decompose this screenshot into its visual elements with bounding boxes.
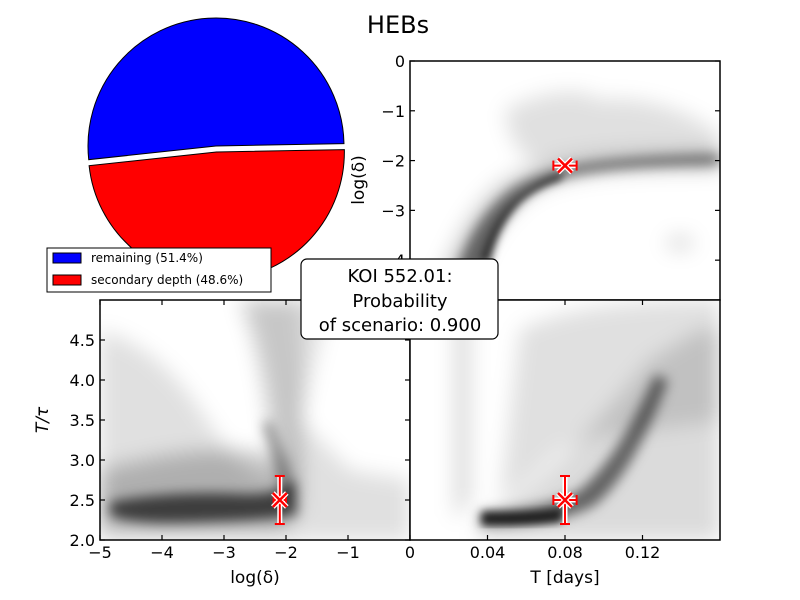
x-br-tick-label: 0.08: [547, 543, 583, 562]
scenario-annotation: KOI 552.01: Probability of scenario: 0.9…: [300, 258, 499, 340]
y-tr-tick-label: −2: [381, 152, 405, 171]
marker-x-symbol: [271, 492, 288, 508]
y-bl-tick-label: 3.5: [70, 411, 95, 430]
y-tr-tick-label: 0: [395, 52, 405, 71]
y-bl-tick-label: 4.0: [70, 371, 95, 390]
y-tr-tick-label: −1: [381, 102, 405, 121]
panel-bottom-right: 0 0.04 0.08 0.12 T [days]: [405, 299, 721, 588]
x-br-tick-label: 0.04: [470, 543, 506, 562]
x-axis-label-bottom-left: log(δ): [230, 568, 280, 588]
x-bl-tick-label: −1: [336, 543, 360, 562]
y-axis-label-top-right: log(δ): [349, 155, 369, 205]
density-map-bottom-left: [100, 300, 410, 540]
marker-top-right: [552, 156, 578, 175]
annotation-line-2: Probability: [352, 291, 447, 312]
x-ticks-bottom-right: 0 0.04 0.08 0.12: [405, 300, 660, 562]
x-bl-tick-label: −5: [88, 543, 112, 562]
pie-slice-remaining: [87, 17, 345, 161]
marker-x-symbol: [557, 492, 573, 508]
panel-bottom-left: −5 −4 −3 −2 −1 2.0 2.5 3.0 3.5 4.0 4.5 log(δ) T/τ: [33, 299, 411, 588]
annotation-box: [300, 258, 499, 340]
y-bl-tick-label: 3.0: [70, 451, 95, 470]
x-br-tick-label: 0.12: [625, 543, 661, 562]
annotation-line-1: KOI 552.01:: [347, 266, 452, 287]
y-bl-tick-label: 2.0: [70, 531, 95, 550]
x-br-tick-label: 0: [405, 543, 415, 562]
legend-swatch-remaining: [52, 252, 82, 264]
density-map-top-right: [430, 91, 720, 300]
marker-bottom-left: [271, 475, 289, 525]
legend-label-remaining: remaining (51.4%): [91, 251, 203, 265]
y-bl-tick-label: 2.5: [70, 491, 95, 510]
legend-box: [46, 247, 272, 293]
density-map-bottom-right: [455, 300, 720, 540]
x-axis-label-bottom-right: T [days]: [529, 568, 599, 588]
x-bl-tick-label: −2: [274, 543, 298, 562]
x-bl-tick-label: −4: [150, 543, 174, 562]
figure-title: HEBs: [367, 11, 429, 39]
marker-x-symbol: [557, 157, 573, 174]
annotation-line-3: of scenario: 0.900: [319, 315, 482, 336]
y-bl-tick-label: 4.5: [70, 331, 95, 350]
y-tr-tick-label: −3: [381, 201, 405, 220]
x-bl-tick-label: −3: [212, 543, 236, 562]
pie-legend: remaining (51.4%) secondary depth (48.6%…: [46, 247, 272, 293]
x-ticks-bottom-left: −5 −4 −3 −2 −1: [88, 300, 360, 562]
y-ticks-bottom-left: 2.0 2.5 3.0 3.5 4.0 4.5: [70, 331, 410, 550]
marker-bottom-right: [552, 475, 578, 525]
y-axis-label-bottom-left: T/τ: [33, 406, 53, 433]
pie-chart: [87, 17, 345, 281]
legend-swatch-secondary-depth: [52, 274, 82, 286]
legend-label-secondary-depth: secondary depth (48.6%): [91, 273, 243, 287]
